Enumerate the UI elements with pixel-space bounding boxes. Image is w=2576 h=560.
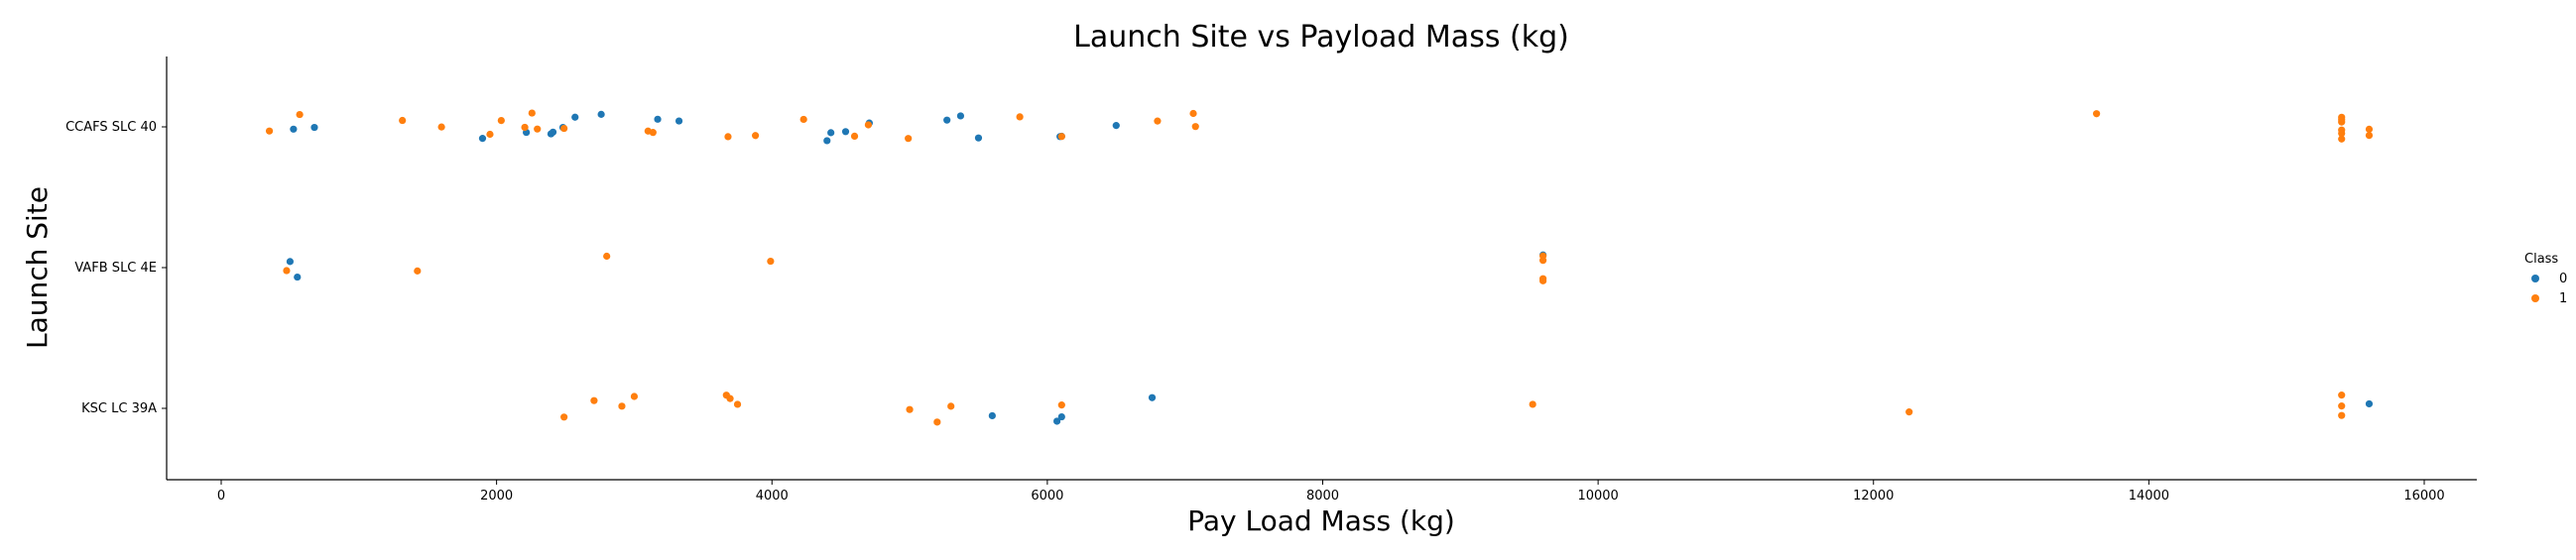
data-point-class-0 — [1057, 412, 1065, 421]
data-point-class-1 — [590, 396, 598, 404]
data-point-class-0 — [1112, 122, 1120, 130]
data-point-class-1 — [1539, 257, 1547, 265]
data-point-class-1 — [2338, 411, 2346, 419]
y-axis-label: Launch Site — [21, 186, 54, 349]
data-point-class-1 — [2093, 110, 2101, 118]
data-point-class-1 — [603, 252, 611, 261]
data-point-class-1 — [1154, 117, 1162, 125]
data-point-class-1 — [560, 124, 568, 133]
legend-title: Class — [2524, 252, 2558, 267]
data-point-class-0 — [294, 273, 302, 281]
x-axis-label: Pay Load Mass (kg) — [1187, 504, 1455, 537]
data-point-class-0 — [956, 112, 965, 120]
data-point-class-1 — [521, 123, 529, 132]
axes — [166, 56, 2477, 481]
data-point-class-1 — [1539, 277, 1547, 284]
data-point-class-1 — [2338, 118, 2346, 126]
legend-entry-label: 0 — [2559, 272, 2567, 286]
data-point-class-0 — [943, 116, 951, 124]
data-point-class-1 — [630, 392, 639, 400]
legend: Class 0 1 — [2524, 252, 2567, 306]
x-tick-label: 8000 — [1306, 489, 1339, 504]
data-point-class-1 — [497, 116, 505, 125]
data-point-class-1 — [799, 115, 807, 124]
legend-marker — [2531, 294, 2539, 302]
data-point-class-1 — [618, 402, 626, 410]
data-point-class-1 — [751, 132, 760, 140]
data-point-class-1 — [528, 109, 536, 117]
legend-marker — [2531, 275, 2539, 282]
data-point-class-1 — [560, 413, 568, 421]
x-tick-label: 14000 — [2129, 489, 2169, 504]
data-point-class-0 — [286, 258, 295, 266]
x-tick-label: 6000 — [1031, 489, 1063, 504]
data-point-class-1 — [1189, 109, 1197, 118]
data-point-class-1 — [534, 125, 542, 133]
data-point-class-0 — [654, 115, 662, 123]
y-tick-label: CCAFS SLC 40 — [65, 120, 157, 135]
data-point-class-1 — [2338, 402, 2346, 410]
data-point-class-0 — [571, 113, 579, 121]
y-tick-label: VAFB SLC 4E — [74, 261, 157, 276]
data-point-class-1 — [296, 110, 304, 119]
data-point-class-0 — [549, 128, 557, 136]
data-point-class-1 — [1905, 408, 1913, 416]
data-point-class-1 — [649, 129, 657, 137]
data-point-class-1 — [733, 400, 742, 408]
data-point-class-0 — [310, 123, 318, 132]
data-point-class-1 — [1529, 400, 1536, 408]
data-point-class-0 — [988, 411, 996, 420]
x-tick-label: 12000 — [1853, 489, 1894, 504]
ticks: 0 2000 4000 6000 8000 10000 12000 14000 16000 CCA… — [65, 120, 2445, 504]
chart-title: Launch Site vs Payload Mass (kg) — [1073, 20, 1569, 55]
data-point-class-1 — [414, 267, 422, 275]
data-point-class-1 — [1057, 133, 1065, 141]
data-point-class-0 — [974, 134, 983, 142]
data-point-class-1 — [486, 130, 494, 139]
data-point-class-1 — [850, 132, 859, 141]
data-point-class-1 — [864, 121, 873, 129]
data-point-class-1 — [2365, 131, 2374, 140]
data-point-class-1 — [2338, 135, 2346, 143]
data-point-class-1 — [906, 405, 914, 413]
data-point-class-1 — [2338, 392, 2346, 399]
data-point-class-0 — [597, 110, 605, 118]
data-point-class-1 — [947, 402, 955, 410]
data-point-class-1 — [2338, 129, 2346, 138]
data-point-class-1 — [726, 394, 734, 402]
legend-entry-label: 1 — [2559, 291, 2567, 306]
data-point-class-1 — [1191, 123, 1199, 131]
x-tick-label: 16000 — [2403, 489, 2444, 504]
data-point-class-1 — [265, 127, 274, 135]
y-tick-label: KSC LC 39A — [81, 401, 157, 416]
data-point-class-1 — [399, 116, 407, 125]
data-point-class-1 — [905, 135, 913, 143]
data-points — [265, 109, 2374, 426]
x-tick-label: 0 — [217, 489, 225, 504]
data-point-class-1 — [1016, 113, 1024, 121]
data-point-class-0 — [675, 117, 683, 125]
data-point-class-1 — [1057, 401, 1065, 409]
data-point-class-0 — [823, 137, 831, 145]
data-point-class-0 — [2365, 399, 2374, 408]
data-point-class-1 — [724, 133, 732, 141]
data-point-class-0 — [841, 128, 850, 136]
data-point-class-0 — [290, 125, 298, 133]
x-tick-label: 2000 — [480, 489, 513, 504]
x-tick-label: 10000 — [1577, 489, 1618, 504]
data-point-class-1 — [767, 257, 775, 266]
data-point-class-1 — [283, 267, 291, 275]
x-tick-label: 4000 — [756, 489, 789, 504]
data-point-class-0 — [1148, 393, 1157, 401]
data-point-class-1 — [933, 418, 941, 426]
data-point-class-0 — [1052, 417, 1061, 425]
data-point-class-0 — [827, 129, 835, 137]
data-point-class-1 — [2365, 125, 2374, 133]
data-point-class-0 — [478, 135, 487, 143]
data-point-class-1 — [437, 123, 445, 131]
